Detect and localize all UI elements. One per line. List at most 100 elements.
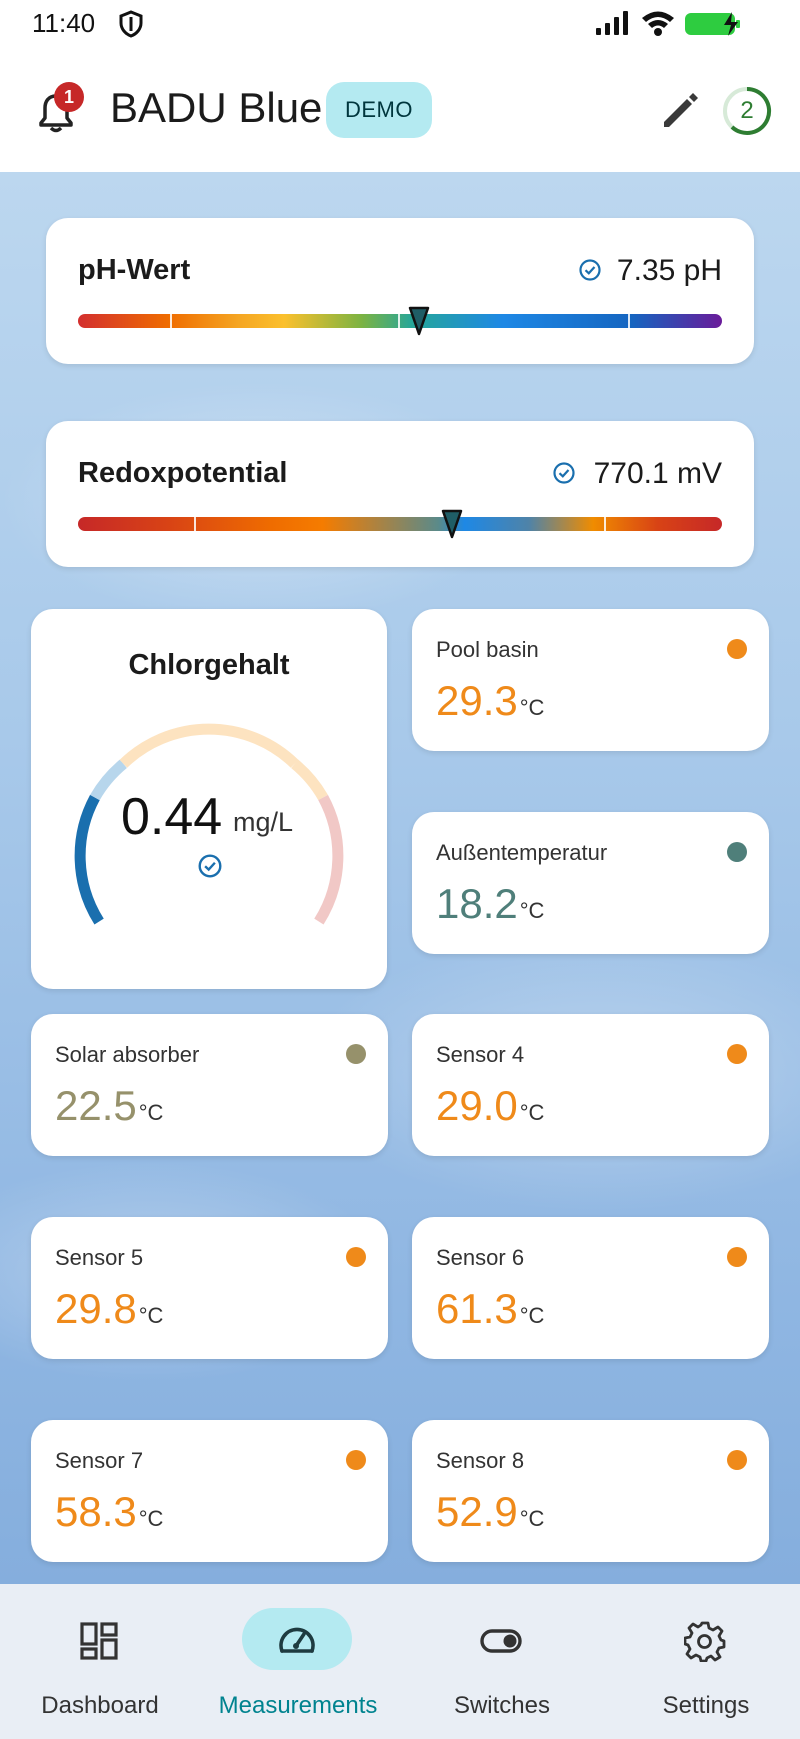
count-label: 2	[740, 97, 754, 124]
sensor-status-dot	[727, 1450, 747, 1470]
sensor-unit: °C	[519, 1303, 545, 1328]
check-circle-icon	[553, 462, 575, 484]
gear-icon	[684, 1621, 726, 1662]
sensor-unit: °C	[138, 1506, 164, 1531]
nav-label: Measurements	[218, 1692, 378, 1719]
nav-item-settings[interactable]: Settings	[606, 1584, 800, 1739]
signal-icon	[596, 11, 628, 35]
sensor-value: 18.2°C	[436, 880, 544, 928]
check-circle-icon	[579, 259, 601, 281]
redox-scale-tick	[194, 513, 196, 535]
bottom-navigation: Dashboard Measurements Switches Settings	[0, 1584, 800, 1739]
demo-chip[interactable]: DEMO	[326, 82, 432, 138]
ph-scale-tick	[398, 310, 400, 332]
redox-value: 770.1 mV	[593, 457, 722, 490]
sensor-value-number: 18.2	[436, 880, 518, 927]
sensor-card[interactable]: Solar absorber 22.5°C	[31, 1014, 388, 1156]
sensor-value: 52.9°C	[436, 1488, 544, 1536]
redox-scale-tick	[604, 513, 606, 535]
sensor-card[interactable]: Sensor 4 29.0°C	[412, 1014, 769, 1156]
sensor-card[interactable]: Sensor 7 58.3°C	[31, 1420, 388, 1562]
sensor-card[interactable]: Sensor 8 52.9°C	[412, 1420, 769, 1562]
sensor-value-number: 22.5	[55, 1082, 137, 1129]
redox-card[interactable]: Redoxpotential 770.1 mV	[46, 421, 754, 567]
nav-item-switches[interactable]: Switches	[402, 1584, 602, 1739]
nav-item-dashboard[interactable]: Dashboard	[0, 1584, 200, 1739]
nav-label: Switches	[453, 1692, 551, 1719]
chlorine-unit: mg/L	[233, 807, 294, 837]
sensor-value: 29.3°C	[436, 677, 544, 725]
sensor-status-dot	[727, 1044, 747, 1064]
sensor-value: 22.5°C	[55, 1082, 163, 1130]
ph-card[interactable]: pH-Wert 7.35 pH	[46, 218, 754, 364]
sensor-unit: °C	[519, 1506, 545, 1531]
sensor-label: Sensor 7	[55, 1448, 144, 1473]
sensor-value-number: 61.3	[436, 1285, 518, 1332]
sensor-status-dot	[727, 639, 747, 659]
check-circle-icon	[198, 854, 222, 878]
chlorine-card[interactable]: Chlorgehalt 0.44 mg/L	[31, 609, 387, 989]
chlorine-gauge-max-arc	[314, 794, 344, 925]
sensor-label: Pool basin	[436, 637, 539, 662]
sensor-value: 58.3°C	[55, 1488, 163, 1536]
sensor-unit: °C	[519, 1100, 545, 1125]
sensor-card[interactable]: Sensor 6 61.3°C	[412, 1217, 769, 1359]
sensor-value: 61.3°C	[436, 1285, 544, 1333]
sensor-value: 29.0°C	[436, 1082, 544, 1130]
chlorine-gauge-low-arc	[74, 794, 104, 925]
sensor-value-number: 29.3	[436, 677, 518, 724]
sensor-status-dot	[727, 1247, 747, 1267]
sensor-status-dot	[727, 842, 747, 862]
speedometer-icon	[279, 1627, 315, 1653]
sensor-status-dot	[346, 1044, 366, 1064]
sensor-card[interactable]: Pool basin 29.3°C	[412, 609, 769, 751]
sensor-value: 29.8°C	[55, 1285, 163, 1333]
sensor-status-dot	[346, 1247, 366, 1267]
status-bar: 11:40	[0, 0, 800, 48]
ph-scale-bar	[78, 314, 722, 328]
progress-ring-icon[interactable]	[722, 86, 772, 136]
sensor-card[interactable]: Außentemperatur 18.2°C	[412, 812, 769, 954]
app-bar: 1 BADU Blue DEMO 2	[0, 48, 800, 172]
ph-marker-icon	[409, 306, 430, 336]
ph-scale-tick	[628, 310, 630, 332]
sensor-value-number: 29.0	[436, 1082, 518, 1129]
ph-title: pH-Wert	[78, 254, 191, 286]
edit-pencil-icon[interactable]	[656, 86, 704, 134]
measurements-content: pH-Wert 7.35 pH Redoxpotential 770.1 mV …	[0, 172, 800, 1584]
sensor-value-number: 52.9	[436, 1488, 518, 1535]
redox-marker-icon	[441, 509, 462, 539]
status-time: 11:40	[32, 8, 96, 38]
sensor-label: Solar absorber	[55, 1042, 200, 1067]
chlorine-gauge-high-arc	[290, 759, 328, 801]
ph-value: 7.35 pH	[616, 254, 722, 287]
sensor-unit: °C	[138, 1303, 164, 1328]
sensor-label: Sensor 8	[436, 1448, 525, 1473]
app-title: BADU Blue	[110, 84, 323, 131]
redox-scale-bar	[78, 517, 722, 531]
sensor-unit: °C	[138, 1100, 164, 1125]
wifi-icon	[642, 11, 674, 36]
toggle-icon	[480, 1629, 522, 1653]
shield-icon	[119, 10, 143, 38]
nav-label: Dashboard	[41, 1692, 159, 1719]
redox-title: Redoxpotential	[78, 457, 288, 489]
sensor-label: Sensor 5	[55, 1245, 144, 1270]
sensor-unit: °C	[519, 695, 545, 720]
sensor-label: Sensor 4	[436, 1042, 525, 1067]
notification-badge: 1	[54, 82, 84, 112]
battery-icon	[685, 12, 740, 36]
chlorine-value: 0.44	[121, 788, 223, 846]
chlorine-gauge	[74, 723, 344, 925]
ph-scale-tick	[170, 310, 172, 332]
chlorine-gauge-ok-arc	[119, 723, 299, 768]
nav-label: Settings	[662, 1692, 750, 1719]
sensor-unit: °C	[519, 898, 545, 923]
sensor-label: Sensor 6	[436, 1245, 525, 1270]
sensor-value-number: 58.3	[55, 1488, 137, 1535]
sensor-card[interactable]: Sensor 5 29.8°C	[31, 1217, 388, 1359]
nav-item-measurements[interactable]: Measurements	[198, 1584, 398, 1739]
dashboard-icon	[80, 1622, 118, 1660]
chlorine-title: Chlorgehalt	[128, 649, 290, 681]
nav-active-indicator	[242, 1608, 352, 1670]
